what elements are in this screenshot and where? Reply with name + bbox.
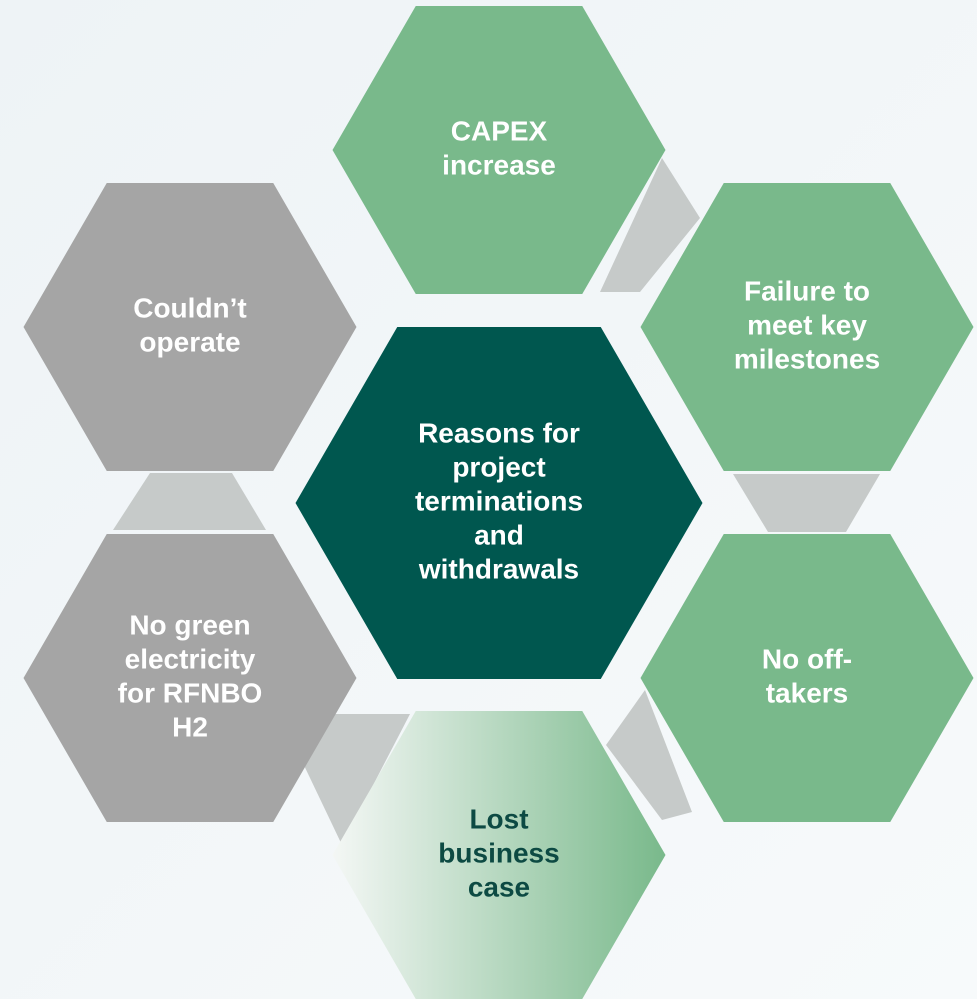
hexagon-label: No off- xyxy=(762,643,852,674)
hexagon xyxy=(332,711,666,999)
hexagon-label: Failure to xyxy=(744,275,870,306)
hexagon xyxy=(640,534,974,822)
connector xyxy=(606,690,692,820)
hexagon-label: No green xyxy=(129,609,250,640)
hexagon-label: electricity xyxy=(125,643,256,674)
connectors xyxy=(113,158,880,845)
hexagon-label: milestones xyxy=(734,343,880,374)
hexagon-label: operate xyxy=(139,326,240,357)
connector xyxy=(733,474,880,532)
hexagon-label: meet key xyxy=(747,309,867,340)
connector xyxy=(600,158,700,292)
hexagon xyxy=(640,183,974,471)
hexagon xyxy=(23,183,357,471)
hexagon-label: Reasons for xyxy=(418,417,580,448)
hexagon-label: takers xyxy=(766,677,849,708)
hexagon-label: H2 xyxy=(172,711,208,742)
hexagon-label: project xyxy=(452,451,545,482)
hexagon-label: case xyxy=(468,871,530,902)
hexagon-label: Couldn’t xyxy=(133,292,247,323)
connector xyxy=(113,473,266,530)
hexagon-label: increase xyxy=(442,149,556,180)
hexagon-label: Lost xyxy=(469,803,528,834)
hexagon-label: business xyxy=(438,837,559,868)
hexagon-label: CAPEX xyxy=(451,115,548,146)
hexagon-label: withdrawals xyxy=(418,553,579,584)
hexagon xyxy=(23,534,357,822)
connector xyxy=(300,714,410,845)
hexagon xyxy=(332,6,666,294)
hexagon-label: for RFNBO xyxy=(118,677,263,708)
hexagon-label: terminations xyxy=(415,485,583,516)
hexagon-label: and xyxy=(474,519,524,550)
hexagon xyxy=(295,327,703,679)
